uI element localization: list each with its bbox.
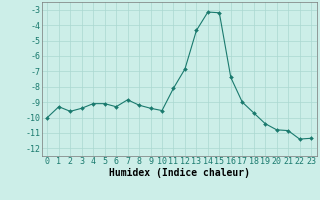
X-axis label: Humidex (Indice chaleur): Humidex (Indice chaleur) <box>109 168 250 178</box>
